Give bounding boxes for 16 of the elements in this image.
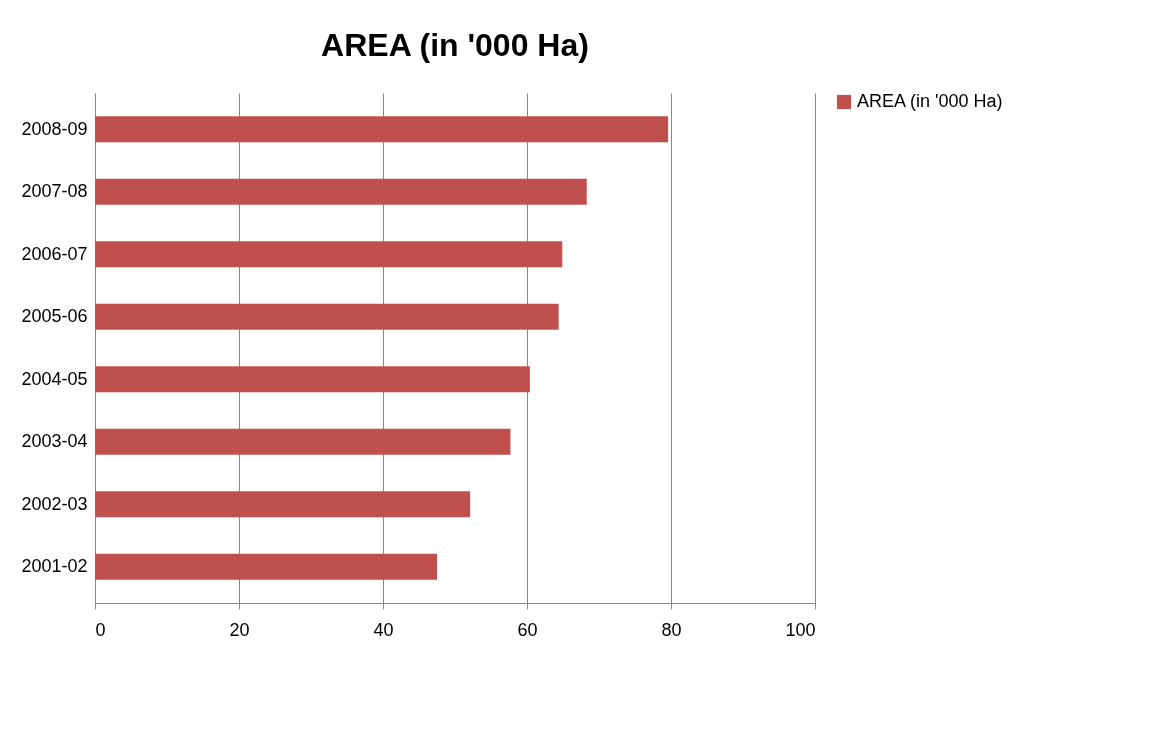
x-tick-label: 0 [95, 619, 106, 640]
x-tick-label: 40 [373, 619, 394, 640]
y-tick-label: 2008-09 [21, 118, 88, 139]
y-tick-label: 2007-08 [21, 181, 88, 202]
x-tick-label: 100 [785, 619, 816, 640]
x-tick-label: 20 [229, 619, 250, 640]
x-tick-label: 60 [517, 619, 538, 640]
y-tick-label: 2001-02 [21, 556, 88, 577]
y-tick-label: 2003-04 [21, 431, 88, 452]
y-tick-label: 2005-06 [21, 306, 88, 327]
y-tick-label: 2006-07 [21, 243, 88, 264]
x-tick-label: 80 [661, 619, 682, 640]
chart-title: AREA (in '000 Ha) [321, 27, 589, 63]
y-tick-label: 2002-03 [21, 493, 88, 514]
y-tick-label: 2004-05 [21, 368, 88, 389]
legend-label: AREA (in '000 Ha) [857, 91, 1003, 111]
